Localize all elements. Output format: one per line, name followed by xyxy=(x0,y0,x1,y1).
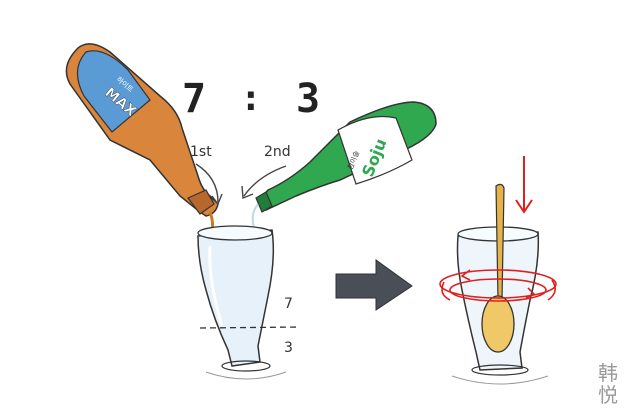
glass-mark-upper: 7 xyxy=(284,296,293,312)
beer-bottle: MAX 하이트 xyxy=(65,43,219,235)
ratio-right: 3 xyxy=(296,76,320,122)
down-arrow-icon xyxy=(515,156,533,214)
soju-label xyxy=(337,115,413,185)
fill-line xyxy=(199,326,301,329)
ratio-left: 7 xyxy=(182,76,206,122)
mixing-glass xyxy=(197,225,287,380)
soju-stream xyxy=(251,203,259,229)
step-second-arrow xyxy=(243,165,287,197)
ratio-separator: : xyxy=(240,78,262,119)
soju-bottle: Soju 참이슬 xyxy=(251,101,437,229)
step-first-label: 1st xyxy=(190,144,212,160)
beer-label xyxy=(76,50,151,133)
right-arrow-icon xyxy=(335,259,413,311)
ratio-heading: 7 : 3 xyxy=(182,76,320,122)
step-first-arrow xyxy=(195,163,219,203)
author-signature: 韩悦 xyxy=(598,361,618,407)
glass-mark-lower: 3 xyxy=(284,340,293,356)
spoon xyxy=(481,183,515,353)
rotation-icon xyxy=(439,269,557,302)
step-second-label: 2nd xyxy=(264,144,291,160)
